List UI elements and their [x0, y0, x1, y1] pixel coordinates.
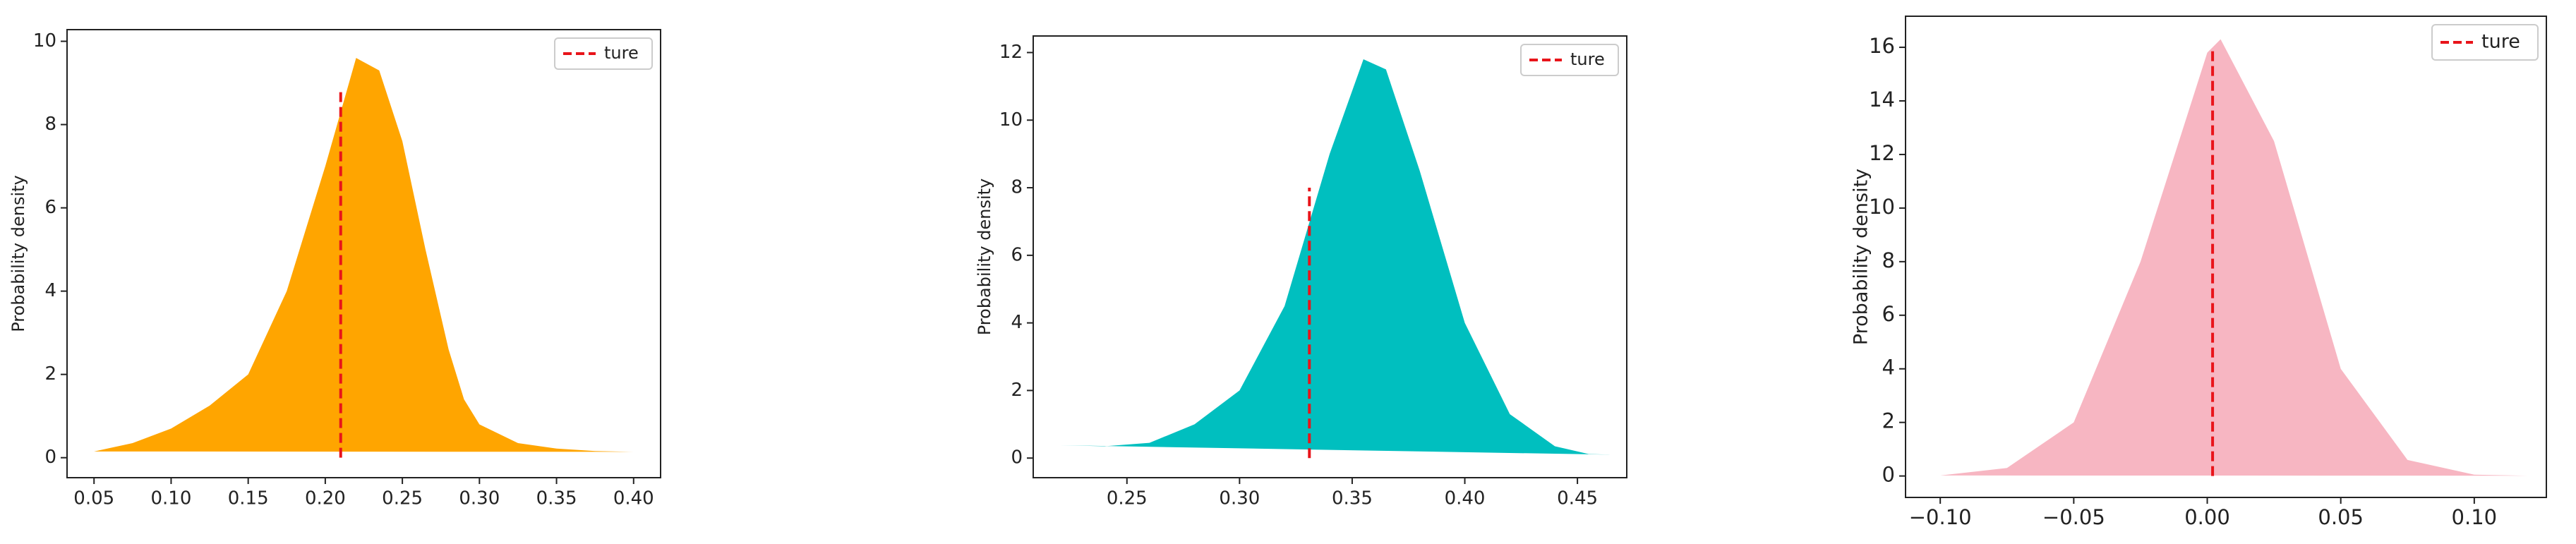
y-axis-label: Probability density [8, 175, 28, 332]
y-tick-label: 0 [1882, 463, 1895, 487]
y-tick-label: 0 [1011, 447, 1023, 469]
x-tick-label: −0.10 [1909, 505, 1972, 529]
chart: 0.25 0.30 0.35 0.40 0.45 0 2 4 6 8 10 12 Probability… [975, 35, 1627, 509]
y-tick-label: 4 [44, 280, 56, 301]
legend-label: ture [1570, 49, 1605, 69]
y-tick-label: 8 [1882, 248, 1895, 272]
y-tick-label: 8 [44, 114, 56, 135]
axes-frame [1905, 16, 2547, 498]
y-tick-label: 14 [1869, 87, 1895, 111]
y-axis-label: Probability density [975, 179, 994, 336]
x-tick-label: 0.25 [1107, 488, 1148, 509]
density-area [94, 58, 634, 452]
x-tick-label: 0.10 [151, 488, 192, 509]
x-tick-label: 0.20 [305, 488, 346, 509]
chart: −0.10 −0.05 0.00 0.05 0.10 0 2 4 6 8 10 12 14 16 Proba… [1850, 16, 2547, 529]
x-tick-label: 0.40 [1445, 488, 1486, 509]
y-tick-label: 10 [1869, 195, 1895, 219]
y-tick-label: 4 [1882, 356, 1895, 380]
x-tick-label: 0.05 [2318, 505, 2364, 529]
y-tick-label: 6 [44, 197, 56, 218]
x-tick-label: 0.00 [2184, 505, 2230, 529]
legend-box [2431, 24, 2539, 61]
y-tick-label: 10 [999, 109, 1023, 131]
density-area [1940, 39, 2528, 476]
legend-box [554, 37, 653, 70]
x-tick-label: 0.15 [228, 488, 269, 509]
x-tick-label: 0.45 [1557, 488, 1598, 509]
y-tick-label: 10 [33, 30, 56, 52]
x-tick-label: 0.05 [73, 488, 114, 509]
y-tick-label: 12 [999, 42, 1023, 63]
legend-box [1520, 44, 1619, 76]
y-tick-label: 0 [44, 447, 56, 468]
axes-frame [1033, 35, 1627, 478]
axes-frame [66, 29, 661, 478]
legend-label: ture [2481, 31, 2520, 53]
y-axis-label: Probability density [1850, 169, 1872, 345]
chart: 0.05 0.10 0.15 0.20 0.25 0.30 0.35 0.40 0 2 4 6 8 10 P… [8, 29, 661, 509]
x-tick-label: 0.30 [459, 488, 500, 509]
x-tick-label: 0.10 [2452, 505, 2498, 529]
density-area [1059, 59, 1611, 455]
y-tick-label: 2 [1011, 380, 1023, 401]
x-tick-label: 0.40 [613, 488, 654, 509]
y-tick-label: 8 [1011, 177, 1023, 198]
y-tick-label: 12 [1869, 141, 1895, 165]
x-tick-label: −0.05 [2042, 505, 2105, 529]
y-tick-label: 4 [1011, 312, 1023, 333]
y-tick-label: 6 [1011, 244, 1023, 265]
x-tick-label: 0.35 [1332, 488, 1373, 509]
x-tick-label: 0.35 [536, 488, 577, 509]
x-tick-label: 0.30 [1219, 488, 1260, 509]
y-tick-label: 2 [44, 363, 56, 385]
y-tick-label: 16 [1869, 34, 1895, 58]
x-tick-label: 0.25 [382, 488, 423, 509]
y-tick-label: 2 [1882, 409, 1895, 433]
y-tick-label: 6 [1882, 302, 1895, 326]
legend-label: ture [604, 43, 639, 63]
